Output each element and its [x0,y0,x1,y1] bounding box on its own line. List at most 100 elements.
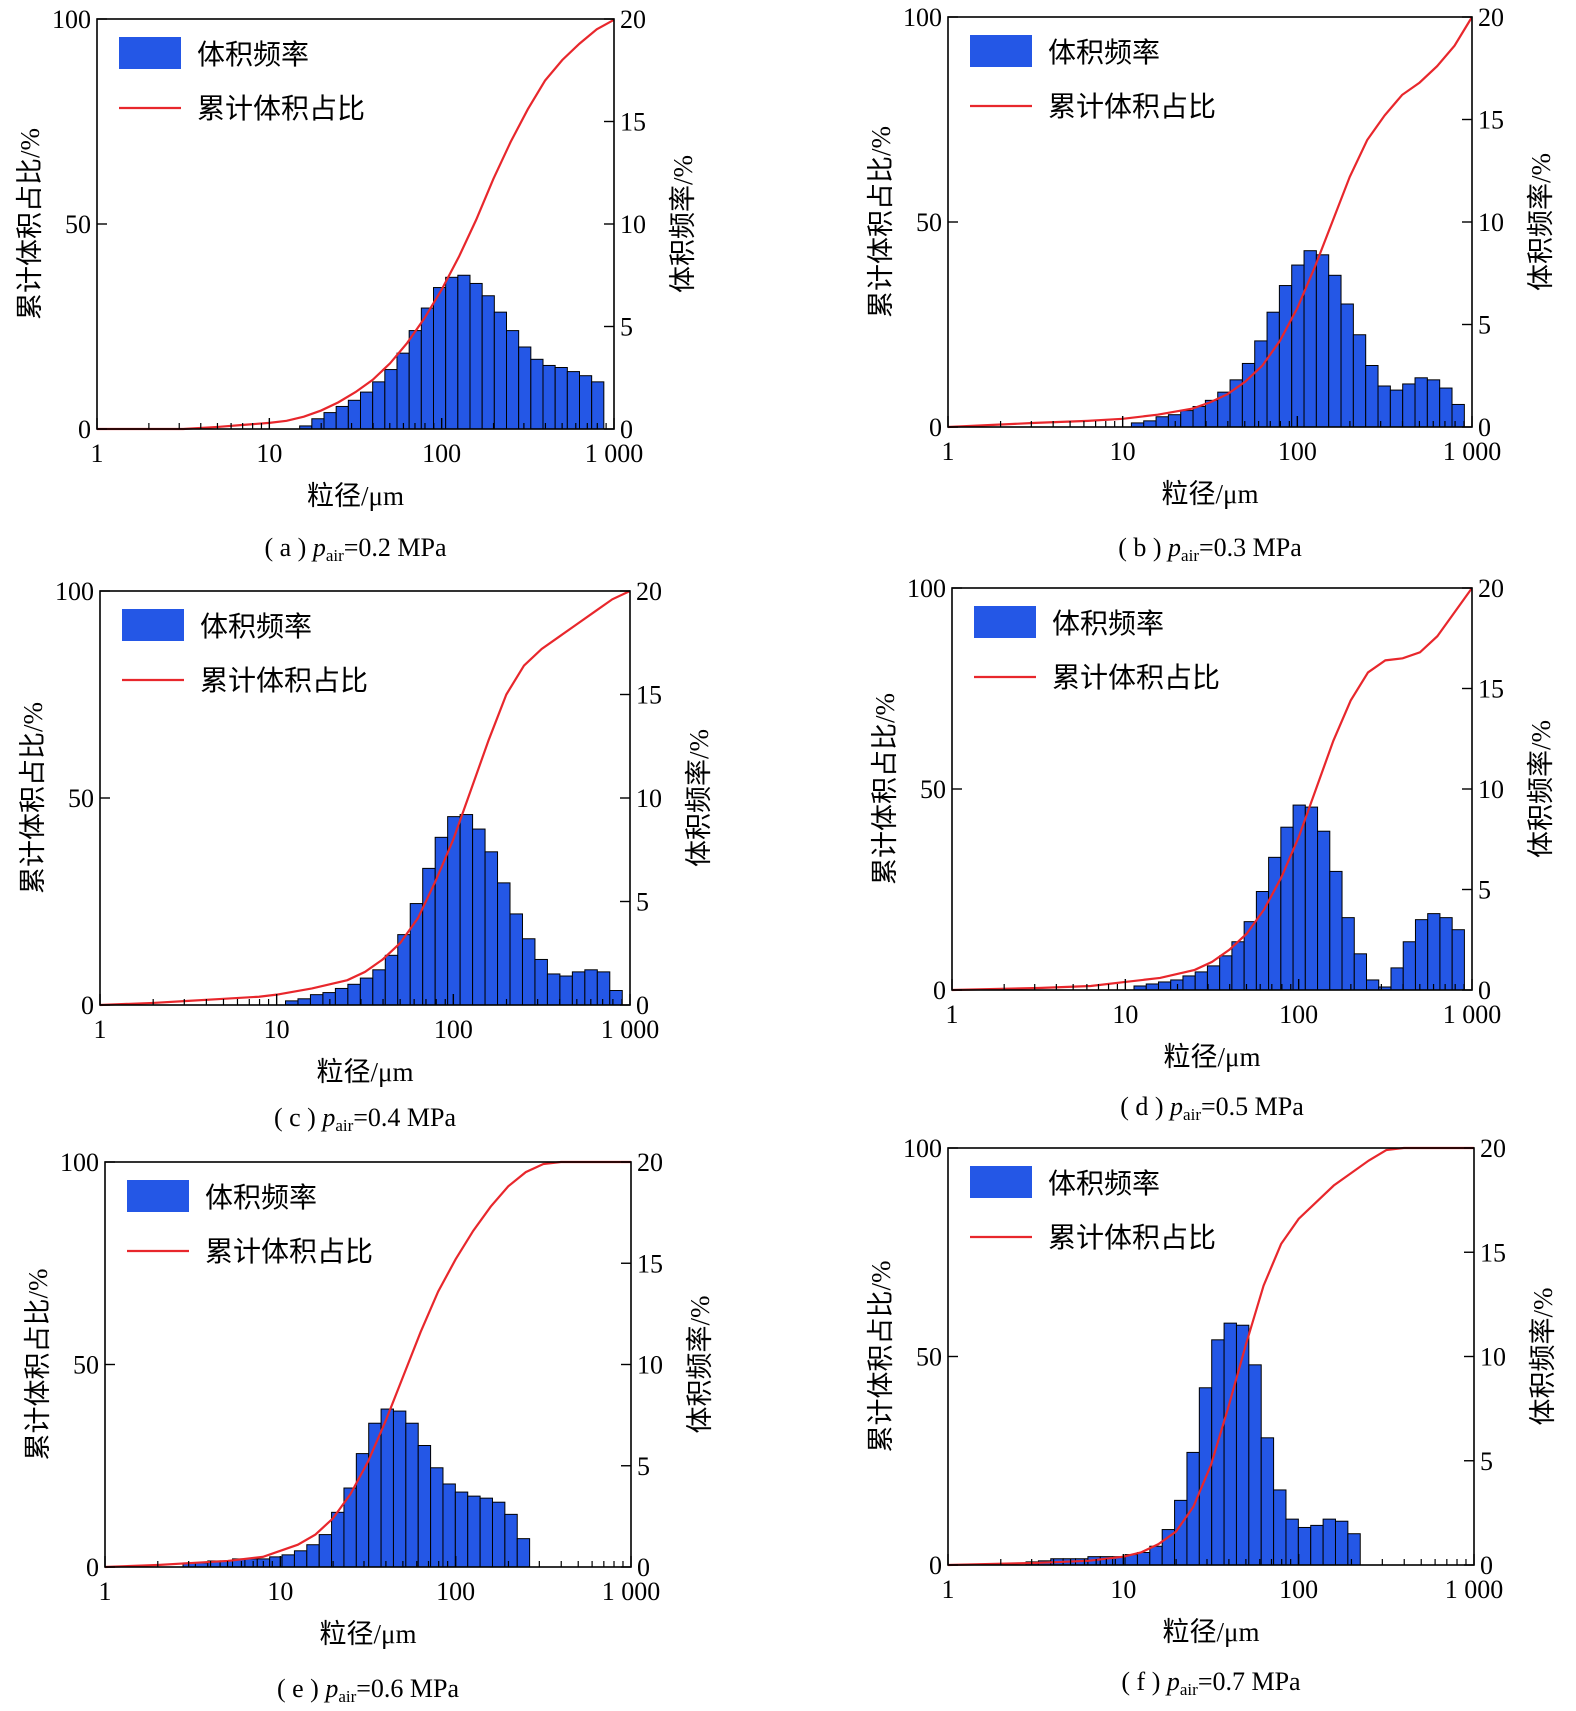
freq-bar [1414,919,1429,991]
freq-bar [596,971,611,1006]
y-left-tick-label: 100 [903,3,942,32]
freq-bar [1414,377,1428,428]
caption-subscript: air [1181,546,1199,565]
legend-bar-label: 体积频率 [205,1182,317,1214]
legend-line-label: 累计体积占比 [205,1236,373,1268]
legend-bar-swatch [122,609,184,641]
y-right-axis-label: 体积频率/% [685,1296,715,1434]
freq-bar [505,330,520,430]
freq-bar [1174,1499,1188,1566]
freq-bar [1143,420,1157,428]
caption-subscript: air [1183,1105,1201,1124]
y-right-tick-label: 5 [636,888,649,917]
freq-bar [1310,1524,1324,1566]
panel-caption: ( e ) pair=0.6 MPa [277,1674,460,1706]
freq-bar [322,992,336,1006]
freq-bar [405,1422,419,1568]
freq-bar [578,375,593,430]
freq-bar [335,405,349,430]
freq-bar [454,1491,469,1568]
legend-bar-swatch [974,606,1036,638]
y-right-tick-label: 15 [636,681,662,710]
caption-subscript: air [326,546,344,565]
y-right-tick-label: 15 [620,108,646,137]
freq-bar [1268,856,1282,991]
freq-bar [1451,929,1465,991]
freq-bar [293,1550,308,1568]
y-right-tick-label: 15 [1480,1238,1506,1267]
panel-caption: ( d ) pair=0.5 MPa [1120,1092,1304,1124]
freq-bar [1328,274,1342,428]
x-tick-label: 10 [1110,1575,1136,1604]
caption-symbol: p [320,1103,335,1132]
freq-bar [311,418,325,430]
y-right-tick-label: 10 [1478,775,1504,804]
freq-bar [1317,830,1331,991]
freq-bar [408,330,422,430]
y-left-tick-label: 50 [916,1343,942,1372]
freq-bar [1206,965,1221,991]
legend-bar-swatch [127,1180,189,1212]
y-left-tick-label: 100 [903,1134,942,1163]
freq-bar [1341,917,1355,991]
x-axis-label: 粒径/μm [1162,479,1259,509]
freq-bar [359,391,374,430]
freq-bar [481,295,495,430]
freq-bar [1266,311,1280,428]
freq-bar [467,1495,481,1568]
freq-bar [1278,285,1293,428]
legend-bar-label: 体积频率 [200,611,312,643]
freq-bar [1304,806,1319,991]
x-tick-label: 1 000 [585,439,644,468]
y-left-axis-label: 累计体积占比/% [23,1269,53,1461]
caption-letter: ( a ) [264,533,312,562]
freq-bar [554,367,568,430]
legend-bar-swatch [970,35,1032,67]
legend-line-label: 累计体积占比 [1048,91,1216,123]
freq-bar [484,851,499,1006]
freq-bar [521,938,536,1006]
y-right-tick-label: 0 [620,415,633,444]
freq-bar [447,816,461,1006]
y-right-axis-label: 体积频率/% [668,155,698,293]
x-tick-label: 1 [94,1015,107,1044]
legend-bar-label: 体积频率 [1048,1168,1160,1200]
freq-bar [472,828,486,1006]
y-right-tick-label: 20 [637,1148,663,1177]
y-right-axis-label: 体积频率/% [1528,1288,1558,1426]
legend-bar-label: 体积频率 [1052,608,1164,640]
freq-bar [1260,1437,1275,1566]
y-right-tick-label: 20 [1480,1134,1506,1163]
y-right-tick-label: 5 [1480,1447,1493,1476]
freq-bar [1426,379,1441,428]
freq-bar [1273,1489,1287,1566]
caption-symbol: p [1168,1092,1183,1121]
y-right-tick-label: 10 [1480,1343,1506,1372]
caption-subscript: air [335,1116,353,1135]
freq-bar [1365,365,1379,428]
freq-bar [359,977,374,1006]
caption-letter: ( c ) [274,1103,322,1132]
x-tick-label: 100 [1278,437,1317,466]
freq-bar [1340,303,1354,428]
y-right-tick-label: 0 [1480,1551,1493,1580]
freq-bar [518,346,532,430]
y-left-tick-label: 100 [907,574,946,603]
x-axis-label: 粒径/μm [307,481,404,511]
freq-bar [1297,1526,1312,1566]
freq-bar [1243,921,1257,991]
caption-symbol: p [323,1674,338,1703]
caption-value: =0.5 MPa [1201,1092,1304,1121]
y-right-tick-label: 20 [636,577,662,606]
freq-bar [417,1445,432,1568]
x-axis-label: 粒径/μm [320,1619,417,1649]
y-left-tick-label: 0 [929,413,942,442]
legend-bar-swatch [970,1166,1032,1198]
caption-subscript: air [1180,1680,1198,1699]
x-tick-label: 10 [1112,1000,1138,1029]
freq-bar [297,998,311,1006]
caption-subscript: air [338,1687,356,1706]
freq-bar [542,364,556,430]
